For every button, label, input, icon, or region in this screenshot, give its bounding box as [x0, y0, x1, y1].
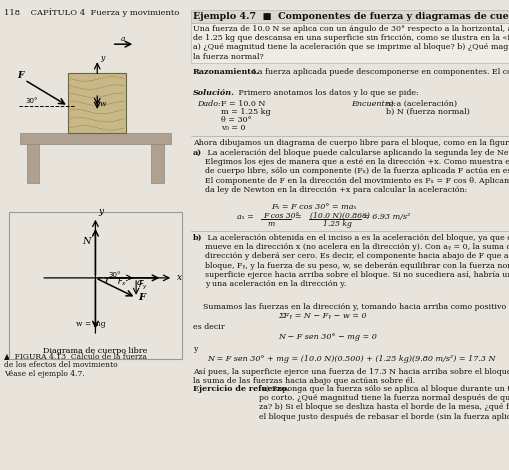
Text: b): b) — [193, 234, 203, 242]
Text: Dado:: Dado: — [197, 100, 221, 108]
Bar — [68, 73, 126, 133]
Text: 1.25 kg: 1.25 kg — [323, 220, 352, 228]
Text: y: y — [193, 345, 197, 353]
Text: y: y — [98, 207, 103, 217]
Text: 118    CAPÍTULO 4  Fuerza y movimiento: 118 CAPÍTULO 4 Fuerza y movimiento — [4, 8, 179, 17]
Bar — [191, 10, 509, 23]
Text: Solución.: Solución. — [193, 89, 235, 97]
Text: a) a (aceleración): a) a (aceleración) — [386, 100, 457, 108]
Text: w: w — [100, 100, 106, 108]
Text: Razonamiento.: Razonamiento. — [193, 68, 260, 76]
Text: Ejemplo 4.7  ■  Componentes de fuerza y diagramas de cuerpo libre: Ejemplo 4.7 ■ Componentes de fuerza y di… — [193, 12, 509, 21]
Text: La aceleración del bloque puede calcularse aplicando la segunda ley de Newton.
E: La aceleración del bloque puede calcular… — [205, 149, 509, 194]
Text: =: = — [294, 213, 301, 221]
Text: La aceleración obtenida en el inciso a es la aceleración del bloque, ya que éste: La aceleración obtenida en el inciso a e… — [205, 234, 509, 288]
Text: N = F sen 30° + mg = (10.0 N)(0.500) + (1.25 kg)(9.80 m/s²) = 17.3 N: N = F sen 30° + mg = (10.0 N)(0.500) + (… — [207, 355, 495, 363]
Text: m = 1.25 kg: m = 1.25 kg — [221, 108, 271, 116]
Bar — [27, 144, 39, 183]
Text: y: y — [100, 54, 104, 62]
Text: Ahora dibujamos un diagrama de cuerpo libre para el bloque, como en la figura 4.: Ahora dibujamos un diagrama de cuerpo li… — [193, 139, 509, 147]
Text: F: F — [17, 71, 23, 80]
Text: Ejercicio de refuerzo.: Ejercicio de refuerzo. — [193, 385, 289, 393]
Bar — [19, 133, 172, 144]
Text: F: F — [138, 293, 145, 302]
Text: 30°: 30° — [108, 272, 121, 278]
Text: es decir: es decir — [193, 323, 225, 331]
Text: = 6.93 m/s²: = 6.93 m/s² — [363, 213, 410, 221]
Text: aₓ =: aₓ = — [237, 213, 254, 221]
Bar — [152, 144, 164, 183]
Text: w = mg: w = mg — [76, 320, 106, 328]
Text: $F_x$: $F_x$ — [117, 276, 127, 288]
Text: ▲  FIGURA 4.13  Cálculo de la fuerza
de los efectos del movimiento
Véase el ejem: ▲ FIGURA 4.13 Cálculo de la fuerza de lo… — [4, 352, 147, 378]
Text: F = 10.0 N: F = 10.0 N — [221, 100, 265, 108]
Text: 30°: 30° — [25, 98, 38, 104]
Text: Encuentre:: Encuentre: — [351, 100, 396, 108]
Text: $F_y$: $F_y$ — [138, 279, 149, 292]
Text: Sumamos las fuerzas en la dirección y, tomando hacia arriba como positivo: Sumamos las fuerzas en la dirección y, t… — [193, 303, 506, 311]
Text: (10.0 N)(0.866): (10.0 N)(0.866) — [310, 212, 370, 220]
Text: ΣFᵧ = N − Fᵧ − w = 0: ΣFᵧ = N − Fᵧ − w = 0 — [278, 312, 366, 320]
Text: F cos 30°: F cos 30° — [263, 212, 299, 220]
Text: θ = 30°: θ = 30° — [221, 116, 251, 124]
Text: a): a) — [193, 149, 202, 157]
Text: La fuerza aplicada puede descomponerse en componentes. El componente horizontal : La fuerza aplicada puede descomponerse e… — [250, 68, 509, 76]
Text: Diagrama de cuerpo libre: Diagrama de cuerpo libre — [43, 347, 148, 355]
Text: x: x — [177, 274, 182, 282]
Text: N: N — [82, 237, 91, 246]
Text: a) Suponga que la fuerza sólo se aplica al bloque durante un tiem-
po corto. ¿Qu: a) Suponga que la fuerza sólo se aplica … — [259, 385, 509, 421]
Text: b) N (fuerza normal): b) N (fuerza normal) — [386, 108, 470, 116]
Text: Una fuerza de 10.0 N se aplica con un ángulo de 30° respecto a la horizontal, a : Una fuerza de 10.0 N se aplica con un án… — [193, 25, 509, 61]
Text: Primero anotamos los datos y lo que se pide:: Primero anotamos los datos y lo que se p… — [236, 89, 418, 97]
Text: Así pues, la superficie ejerce una fuerza de 17.3 N hacia arriba sobre el bloque: Así pues, la superficie ejerce una fuerz… — [193, 368, 509, 385]
Text: m: m — [267, 220, 274, 228]
Text: a: a — [137, 278, 143, 287]
Text: v₀ = 0: v₀ = 0 — [221, 124, 245, 132]
Text: N − F sen 30° − mg = 0: N − F sen 30° − mg = 0 — [278, 333, 377, 341]
Text: a: a — [121, 35, 125, 43]
Bar — [191, 23, 509, 63]
Text: Fₓ = F cos 30° = maₓ: Fₓ = F cos 30° = maₓ — [271, 203, 356, 211]
